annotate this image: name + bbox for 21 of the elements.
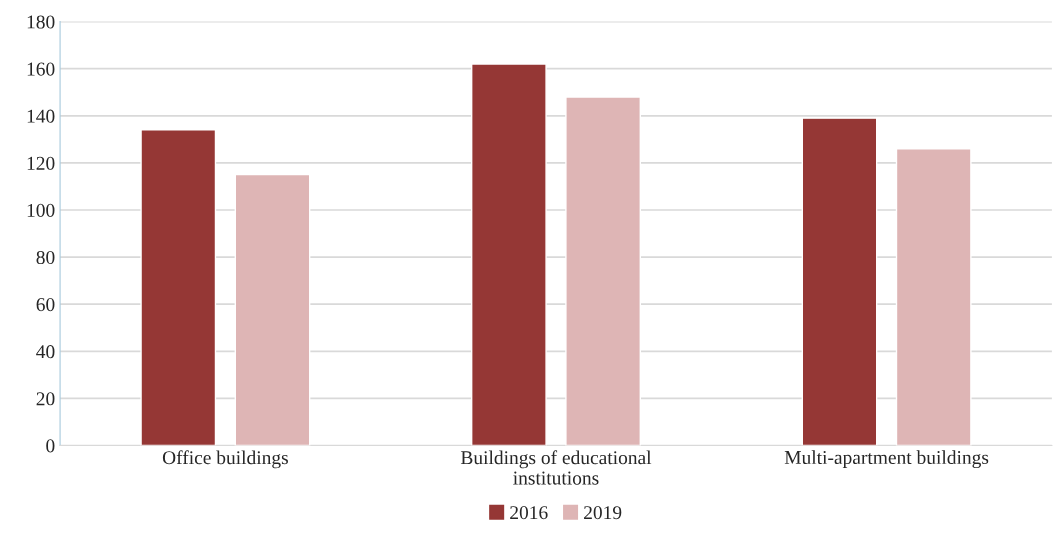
legend-label: 2019 xyxy=(584,506,622,520)
x-tick-label: Multi-apartment buildings xyxy=(784,450,989,469)
bar xyxy=(565,96,641,446)
bar xyxy=(801,117,878,446)
y-tick-label: 100 xyxy=(27,203,55,217)
x-tick-label: Buildings of educational institutions xyxy=(460,450,652,485)
y-tick-label: 40 xyxy=(36,345,55,359)
y-tick-label: 140 xyxy=(27,109,55,123)
bar xyxy=(234,173,311,446)
y-tick-label: 180 xyxy=(27,15,55,29)
legend-label: 2016 xyxy=(510,506,548,520)
y-tick-label: 80 xyxy=(36,250,55,265)
bar xyxy=(470,63,547,446)
y-tick-label: 60 xyxy=(36,298,55,312)
y-tick-label: 0 xyxy=(46,439,55,453)
bar xyxy=(140,129,217,446)
x-tick-label: Office buildings xyxy=(162,450,288,469)
y-tick-label: 120 xyxy=(27,156,55,170)
y-tick-label: 20 xyxy=(36,392,55,406)
y-tick-label: 160 xyxy=(27,62,55,76)
bar xyxy=(895,148,972,446)
